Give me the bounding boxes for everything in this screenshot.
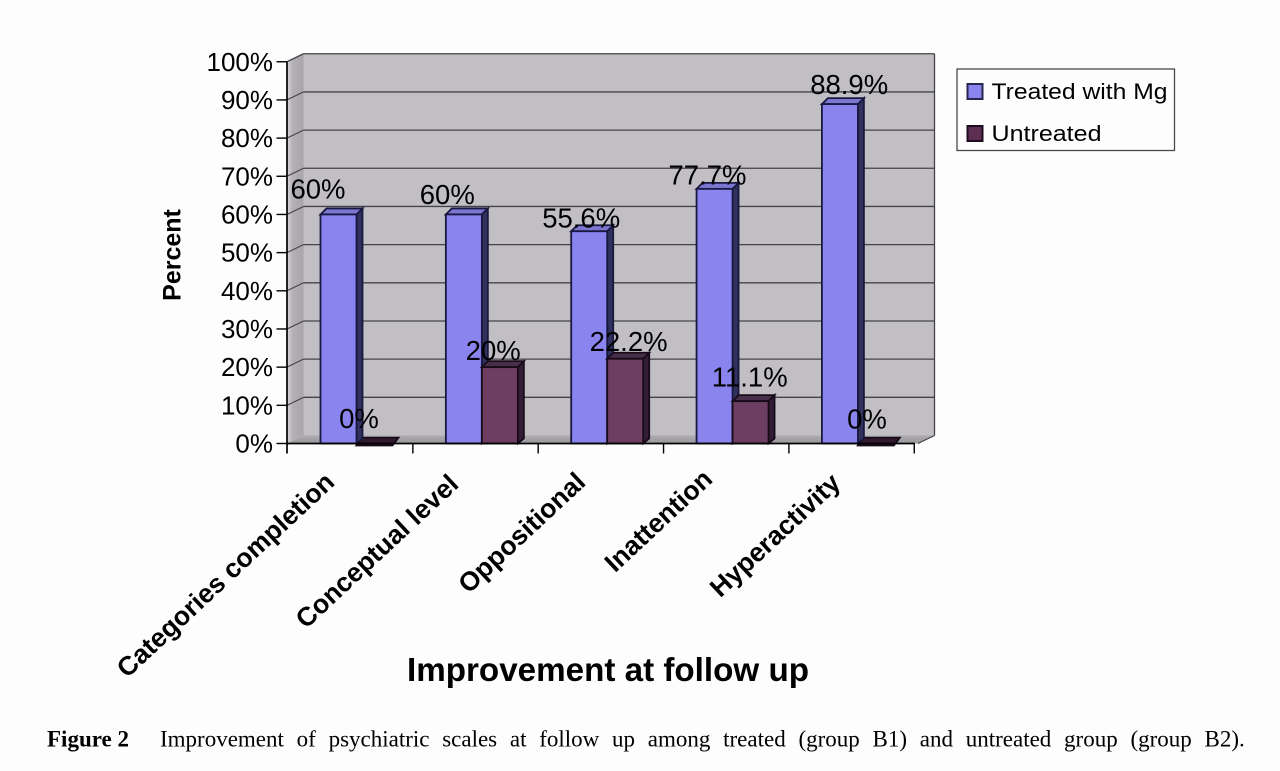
svg-text:80%: 80% (221, 123, 273, 153)
svg-text:60%: 60% (290, 174, 345, 205)
svg-text:11.1%: 11.1% (712, 362, 788, 393)
svg-text:30%: 30% (221, 314, 273, 344)
svg-text:Improvement at follow up: Improvement at follow up (407, 651, 809, 688)
svg-text:55.6%: 55.6% (542, 202, 620, 233)
svg-text:20%: 20% (221, 352, 273, 382)
svg-text:Treated with Mg: Treated with Mg (992, 79, 1168, 104)
svg-text:100%: 100% (207, 47, 274, 77)
svg-text:0%: 0% (339, 403, 379, 434)
svg-text:60%: 60% (221, 199, 273, 229)
svg-text:50%: 50% (221, 238, 273, 268)
svg-text:0%: 0% (847, 404, 887, 435)
svg-text:10%: 10% (221, 390, 273, 420)
svg-text:20%: 20% (466, 335, 521, 366)
svg-text:Percent: Percent (159, 208, 187, 300)
svg-text:60%: 60% (420, 179, 475, 210)
svg-text:90%: 90% (221, 85, 273, 115)
svg-text:22.2%: 22.2% (590, 326, 668, 357)
svg-text:40%: 40% (221, 276, 273, 306)
svg-text:88.9%: 88.9% (810, 69, 888, 100)
svg-text:Untreated: Untreated (992, 121, 1102, 146)
svg-text:77.7%: 77.7% (669, 159, 747, 190)
svg-text:70%: 70% (221, 161, 273, 191)
svg-text:0%: 0% (235, 429, 273, 459)
